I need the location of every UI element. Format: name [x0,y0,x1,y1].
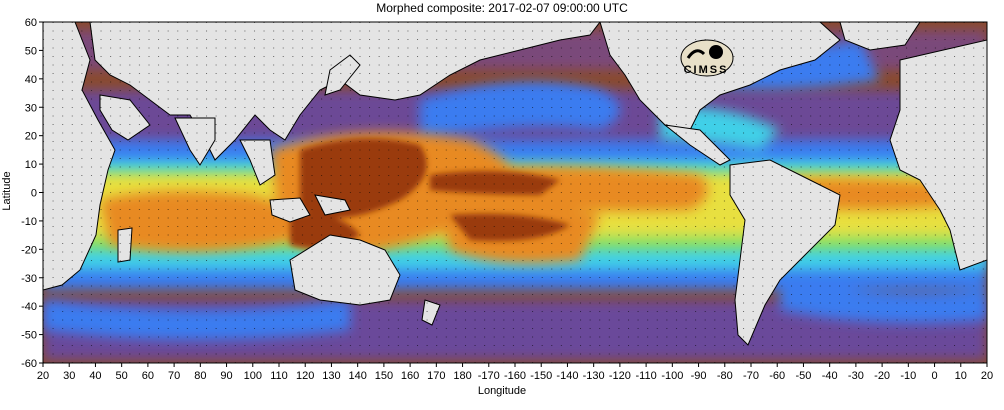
lat-tick-label: 10 [25,159,37,171]
lon-tick-label: 80 [194,370,206,382]
latitude-ticks: 60 50 40 30 20 10 0 -10 -20 -30 -40 -50 -60 [21,17,43,370]
map-title: Morphed composite: 2017-02-07 09:00:00 U… [376,1,628,15]
lat-tick-label: 20 [25,131,37,143]
lon-tick-label: 40 [89,370,101,382]
lon-tick-label: 170 [427,370,445,382]
longitude-ticks: 20 30 40 50 60 70 80 90 100 110 120 130 140 150 160 170… [37,363,993,382]
lon-tick-label: -90 [691,370,707,382]
lon-tick-label: 50 [116,370,128,382]
lon-tick-label: 30 [63,370,75,382]
logo-text: CIMSS [683,64,729,76]
lat-tick-label: 0 [31,188,37,200]
lon-tick-label: -100 [661,370,683,382]
lon-tick-label: 60 [142,370,154,382]
lon-tick-label: 20 [37,370,49,382]
lat-tick-label: 60 [25,17,37,29]
lon-tick-label: -60 [769,370,785,382]
lat-tick-label: 30 [25,102,37,114]
lon-tick-label: 160 [401,370,419,382]
lon-tick-label: 20 [981,370,993,382]
lat-tick-label: 50 [25,45,37,57]
lon-tick-label: -170 [478,370,500,382]
lon-tick-label: -10 [900,370,916,382]
lon-tick-label: -50 [795,370,811,382]
lon-tick-label: -150 [530,370,552,382]
lat-tick-label: -60 [21,358,37,370]
lon-tick-label: 100 [244,370,262,382]
lat-tick-label: 40 [25,74,37,86]
cimss-logo [680,39,734,77]
lat-tick-label: -10 [21,216,37,228]
lon-tick-label: -130 [583,370,605,382]
lon-tick-label: -80 [717,370,733,382]
lon-tick-label: -20 [874,370,890,382]
lat-tick-label: -40 [21,301,37,313]
lat-tick-label: -20 [21,244,37,256]
lon-tick-label: -120 [609,370,631,382]
lon-tick-label: -160 [504,370,526,382]
lat-tick-label: -50 [21,330,37,342]
x-axis-label: Longitude [477,385,527,397]
lon-tick-label: 90 [220,370,232,382]
lon-tick-label: -140 [556,370,578,382]
lon-tick-label: 130 [322,370,340,382]
lon-tick-label: 150 [375,370,393,382]
lon-tick-label: -30 [848,370,864,382]
lon-tick-label: 0 [931,370,937,382]
lon-tick-label: -110 [636,370,657,382]
lon-tick-label: 70 [168,370,180,382]
lon-tick-label: -70 [743,370,759,382]
lon-tick-label: 140 [348,370,366,382]
lon-tick-label: 180 [453,370,471,382]
lat-tick-label: -30 [21,273,37,285]
lon-tick-label: 120 [296,370,314,382]
lon-tick-label: 110 [270,370,288,382]
lon-tick-label: 10 [955,370,967,382]
lon-tick-label: -40 [822,370,838,382]
